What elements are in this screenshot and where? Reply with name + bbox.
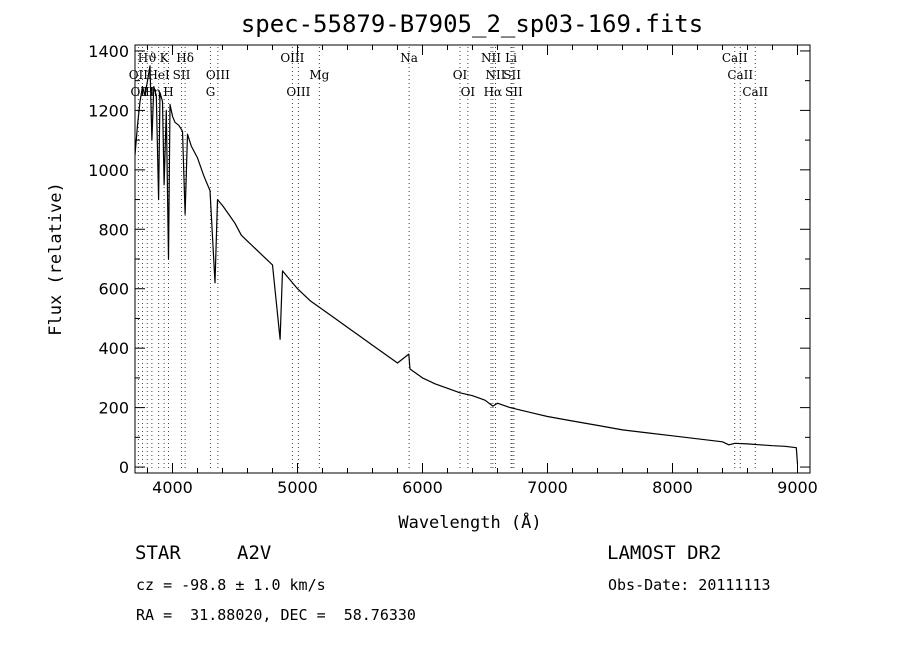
y-tick-label: 600 — [98, 280, 129, 299]
x-tick-label: 8000 — [652, 478, 693, 497]
line-marker-label: G — [206, 85, 216, 99]
line-marker-label: CaII — [727, 68, 753, 82]
chart-title: spec-55879-B7905_2_sp03-169.fits — [241, 10, 703, 38]
line-marker-label: Na — [400, 51, 418, 65]
spectrum-line — [134, 65, 799, 465]
line-marker-label: Mg — [309, 68, 329, 82]
y-tick-label: 1000 — [88, 161, 129, 180]
line-marker-label: CaII — [722, 51, 748, 65]
line-marker-label: OIII — [286, 85, 310, 99]
line-marker-label: OIII — [130, 85, 154, 99]
x-axis-label: Wavelength (Å) — [398, 511, 541, 533]
line-marker-label: Hδ — [176, 51, 194, 65]
line-marker-label: OIII — [280, 51, 304, 65]
sky-coordinates: RA = 31.88020, DEC = 58.76330 — [136, 606, 416, 624]
y-tick-label: 400 — [98, 339, 129, 358]
plot-frame — [134, 44, 811, 474]
line-marker-label: K — [160, 51, 170, 65]
line-marker-label: OIII — [206, 68, 230, 82]
line-marker-label: Hα — [484, 85, 503, 99]
spectral-subclass: A2V — [237, 542, 272, 564]
y-tick-label: 1200 — [88, 101, 129, 120]
survey-name: LAMOST DR2 — [607, 542, 722, 564]
y-axis-label: Flux (relative) — [46, 182, 66, 336]
redshift-velocity: cz = -98.8 ± 1.0 km/s — [136, 576, 326, 594]
line-marker-label: SII — [503, 68, 521, 82]
line-marker-label: H — [163, 85, 173, 99]
line-marker-label: OI — [453, 68, 468, 82]
y-tick-label: 0 — [119, 458, 129, 477]
x-tick-label: 6000 — [402, 478, 443, 497]
line-marker-label: HeI — [147, 68, 170, 82]
y-tick-label: 800 — [98, 220, 129, 239]
line-marker-label: SII — [173, 68, 191, 82]
observation-date: Obs-Date: 20111113 — [608, 576, 771, 594]
x-tick-label: 9000 — [777, 478, 818, 497]
line-marker-label: Hϑ — [138, 51, 157, 65]
line-marker-label: OI — [461, 85, 476, 99]
line-marker-label: OII — [129, 68, 149, 82]
plot-area: 4000 5000 6000 7000 8000 9000 0 200 400 600 800 100… — [88, 42, 818, 497]
object-class: STAR — [135, 542, 181, 564]
line-marker-label: NII — [481, 51, 501, 65]
line-marker-label: CaII — [742, 85, 768, 99]
y-tick-label: 1400 — [88, 42, 129, 61]
line-marker-label: Li — [505, 51, 517, 65]
x-tick-label: 5000 — [277, 478, 318, 497]
x-tick-label: 7000 — [527, 478, 568, 497]
x-tick-label: 4000 — [152, 478, 193, 497]
line-marker-label: NII — [486, 68, 506, 82]
line-marker-label: SII — [505, 85, 523, 99]
y-tick-label: 200 — [98, 399, 129, 418]
